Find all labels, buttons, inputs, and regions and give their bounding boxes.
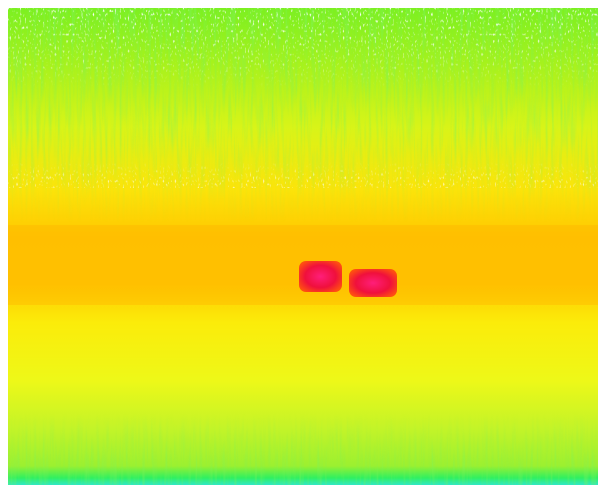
hot-spot-left	[299, 261, 342, 292]
hot-spot-right	[349, 269, 397, 297]
page	[0, 0, 605, 490]
thermal-image	[0, 0, 605, 490]
white-speckles	[8, 8, 598, 188]
